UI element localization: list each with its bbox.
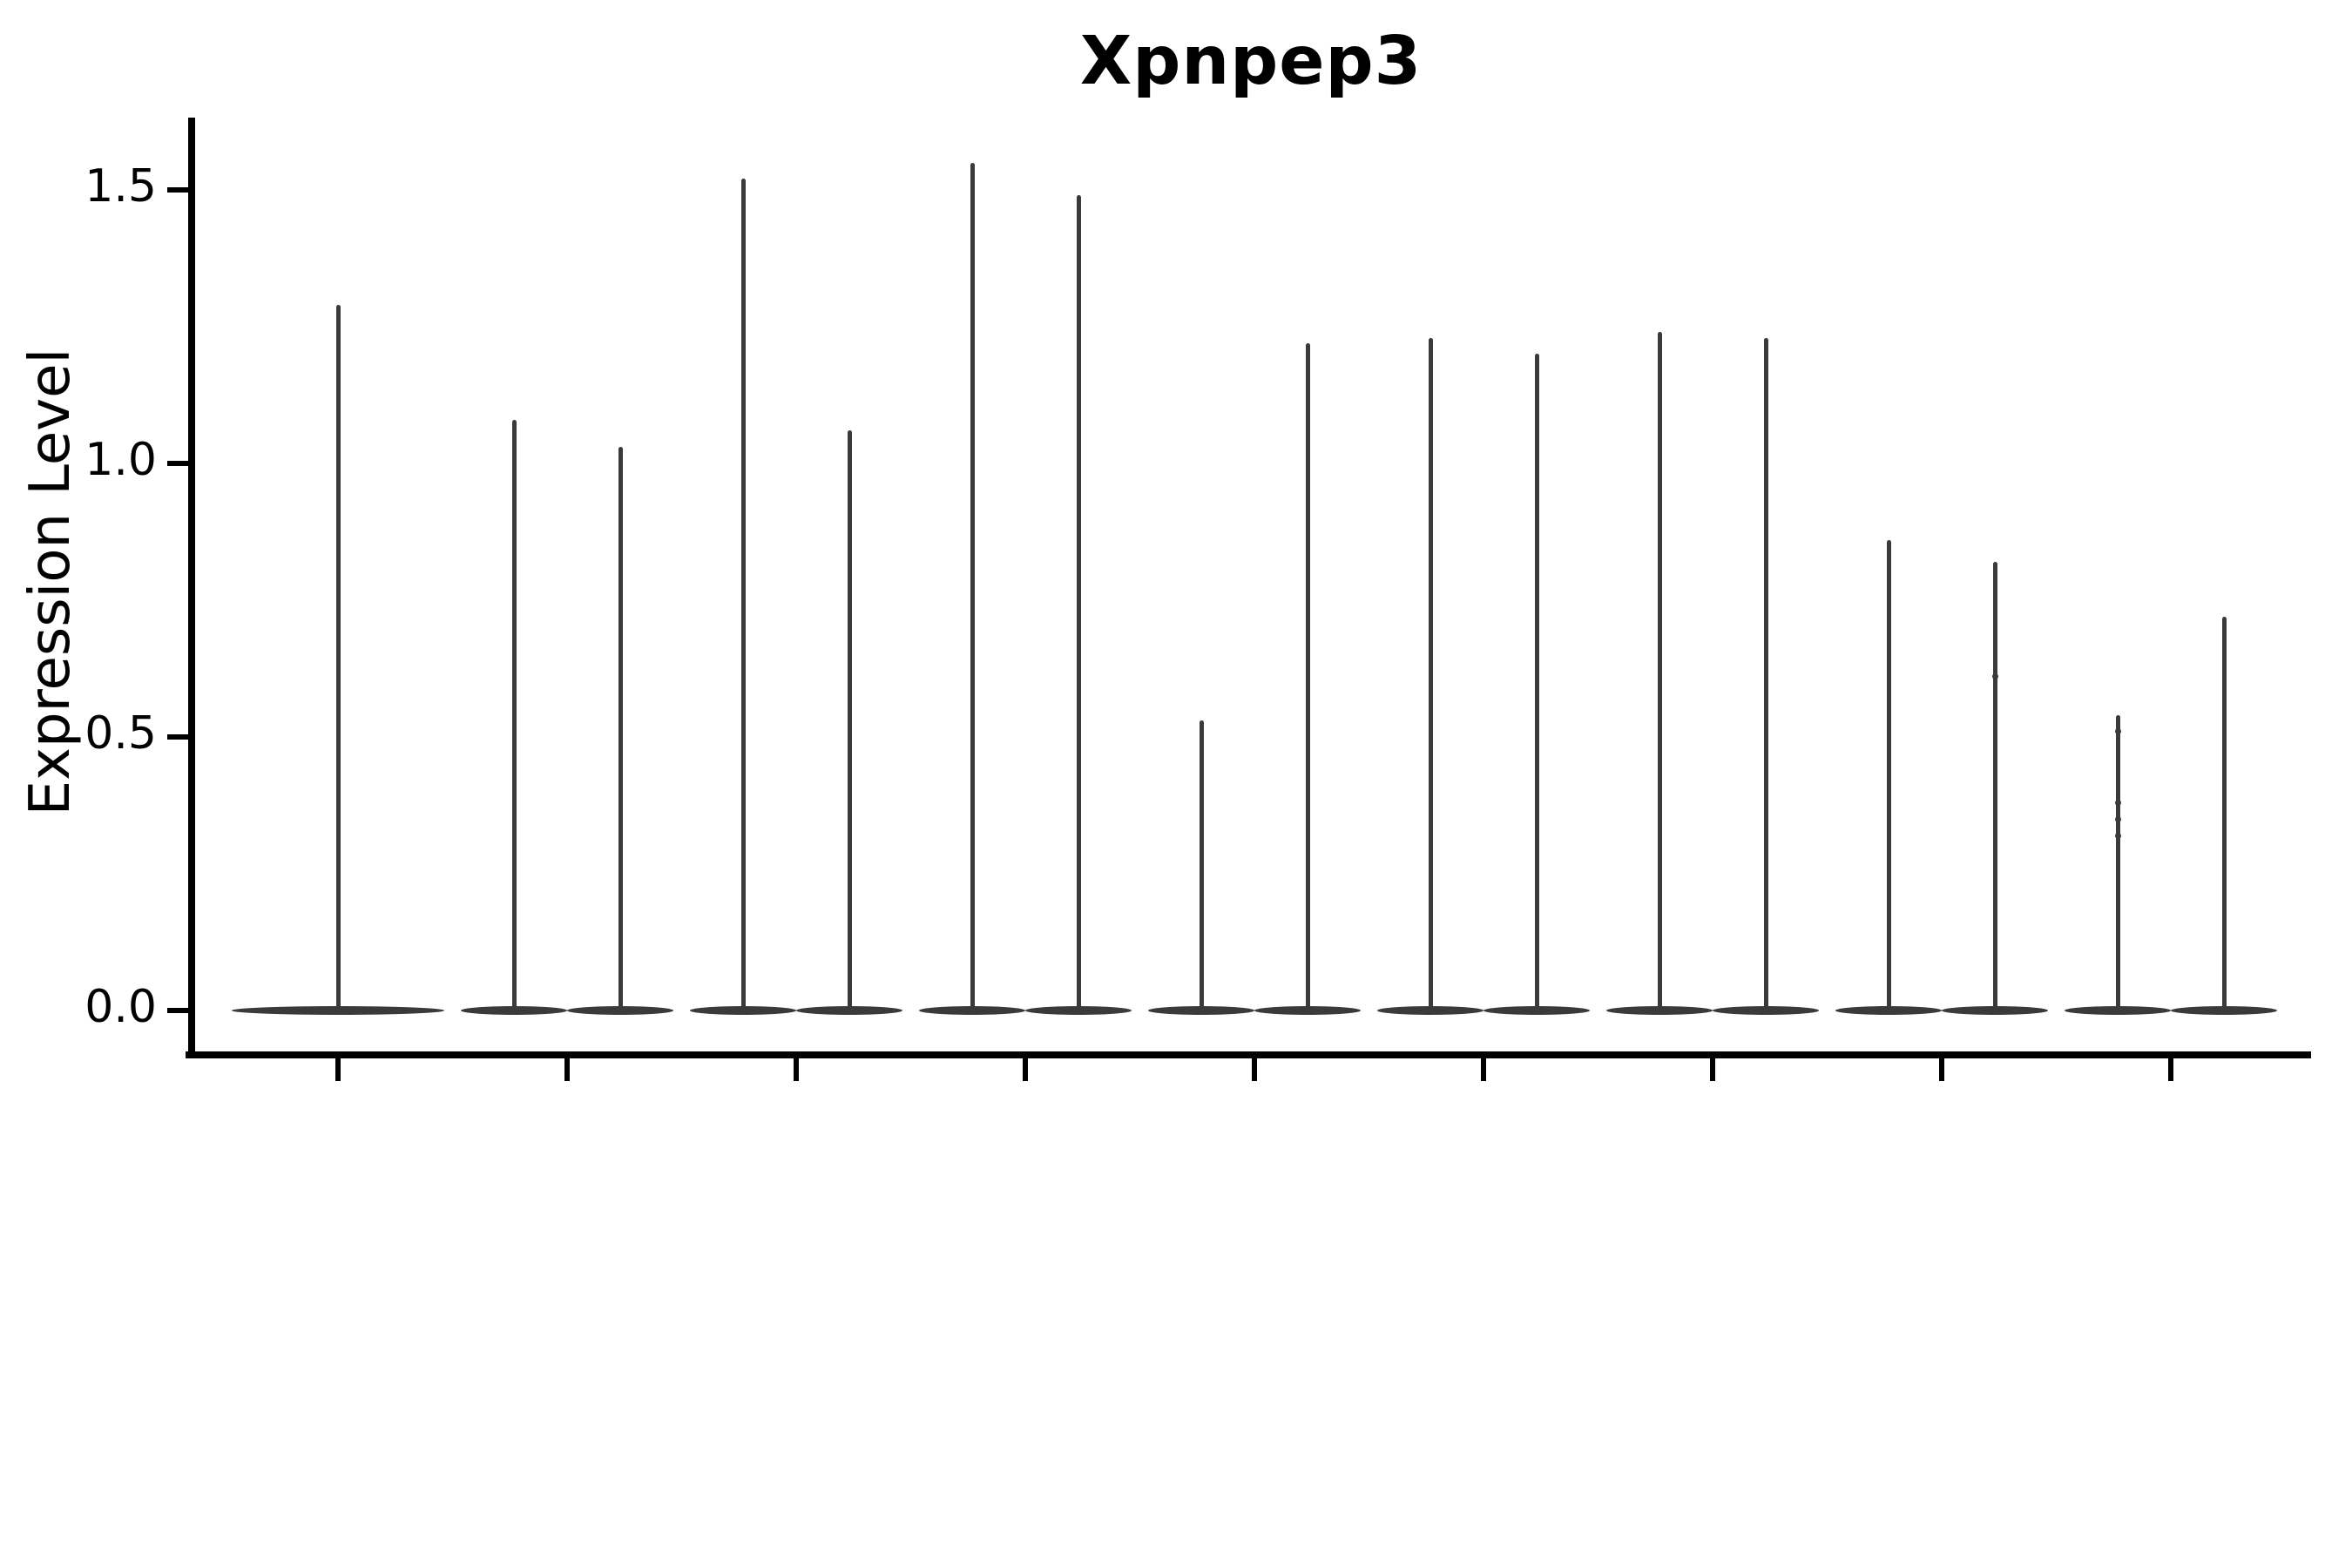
violin-spike <box>1657 332 1662 1012</box>
y-tick <box>167 1008 188 1013</box>
y-tick <box>167 734 188 740</box>
violin-spike <box>1992 562 1997 1012</box>
violin-spike <box>2115 714 2120 1012</box>
violin-spike <box>511 419 517 1012</box>
x-tick <box>1481 1058 1486 1081</box>
y-tick <box>167 461 188 466</box>
violin-spike <box>847 430 852 1012</box>
violin-spike <box>1886 539 1891 1012</box>
expression-point <box>2114 799 2121 806</box>
x-tick <box>1023 1058 1028 1081</box>
plot-title: Xpnpep3 <box>1079 23 1423 100</box>
expression-point <box>2114 832 2121 839</box>
expression-point <box>1991 673 1998 680</box>
x-tick <box>1252 1058 1257 1081</box>
x-tick <box>794 1058 799 1081</box>
x-tick <box>564 1058 570 1081</box>
violin-spike <box>1199 720 1204 1012</box>
x-tick <box>1939 1058 1944 1081</box>
violin-spike <box>970 162 975 1012</box>
expression-point <box>2114 728 2121 735</box>
y-axis-line <box>188 118 195 1058</box>
y-tick-label: 0.5 <box>84 707 157 760</box>
y-tick-label: 1.0 <box>84 434 157 486</box>
violin-spike <box>1076 195 1081 1012</box>
expression-point <box>2114 815 2121 822</box>
violin-spike <box>618 447 623 1012</box>
violin-spike <box>1428 337 1433 1012</box>
violin-spike <box>1763 337 1768 1012</box>
violin-spike <box>2221 616 2227 1012</box>
violin-spike <box>740 179 746 1012</box>
violin-spike <box>335 304 341 1012</box>
y-tick <box>167 187 188 193</box>
violin-spike <box>1305 342 1310 1012</box>
y-tick-label: 1.5 <box>84 160 157 213</box>
violin-spike <box>1534 354 1539 1012</box>
y-tick-label: 0.0 <box>84 981 157 1033</box>
x-tick <box>1710 1058 1715 1081</box>
x-tick <box>2168 1058 2173 1081</box>
x-tick <box>335 1058 341 1081</box>
x-axis-line <box>186 1051 2311 1058</box>
